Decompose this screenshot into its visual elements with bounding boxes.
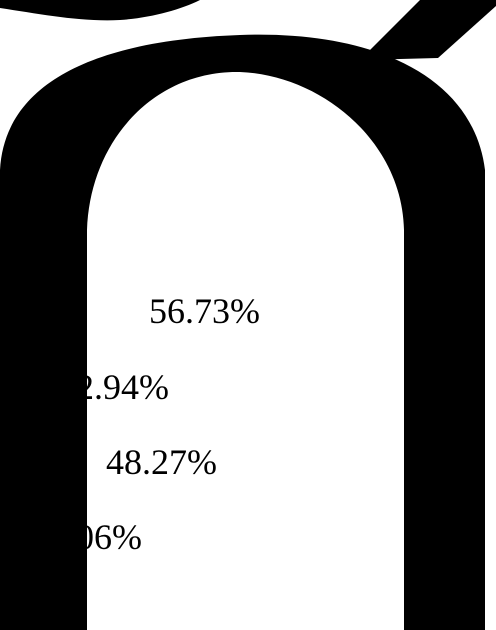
arch-glyph-icon	[0, 34, 485, 630]
top-left-arc-icon	[0, 0, 200, 21]
percentage-label-3: 48.27%	[106, 442, 217, 482]
tone-mark-icon	[360, 0, 496, 60]
percentage-label-1: 56.73%	[149, 291, 260, 331]
percentage-label-2: 2.94%	[76, 367, 169, 407]
percentage-label-4: 06%	[76, 517, 142, 557]
